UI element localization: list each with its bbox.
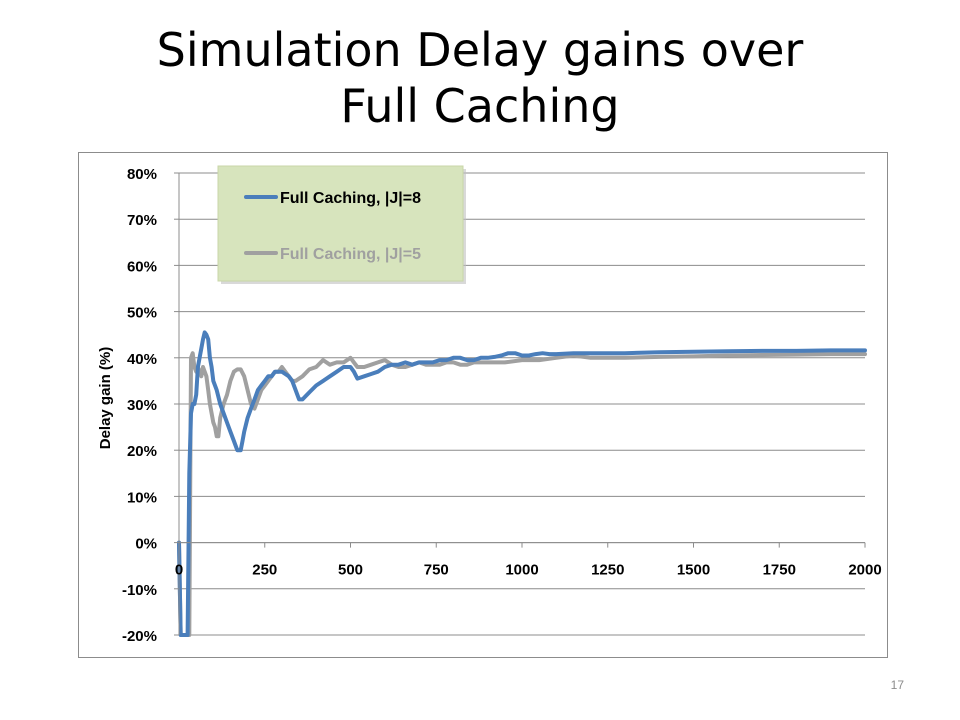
y-tick-label: 50%: [127, 305, 157, 322]
series-layer: [177, 330, 867, 637]
chart-frame: -20% -10% 0% 10% 20% 30% 40% 50% 60% 70% 80% 0 250 50…: [78, 152, 888, 658]
x-tick-label: 1250: [591, 562, 624, 579]
slide-title-line1: Simulation Delay gains over: [156, 23, 804, 77]
series-line: [177, 351, 867, 637]
y-tick-label: -10%: [122, 582, 157, 599]
y-tick-label: 60%: [127, 258, 157, 275]
legend-box: [217, 165, 464, 282]
y-tick-label: 30%: [127, 397, 157, 414]
x-tick-label: 1000: [505, 562, 538, 579]
y-axis-title: Delay gain (%): [97, 347, 114, 450]
legend-label: Full Caching, |J|=8: [280, 190, 421, 207]
y-tick-label: -20%: [122, 628, 157, 645]
legend: Full Caching, |J|=8 Full Caching, |J|=5: [217, 165, 466, 284]
axis-layer: -20% -10% 0% 10% 20% 30% 40% 50% 60% 70% 80% 0 250 50…: [97, 166, 882, 645]
x-tick-label: 0: [175, 562, 183, 579]
x-tick-label: 500: [338, 562, 363, 579]
y-tick-label: 70%: [127, 212, 157, 229]
x-tick-label: 1750: [763, 562, 796, 579]
slide-title-line2: Full Caching: [340, 79, 620, 133]
x-tick-label: 750: [424, 562, 449, 579]
slide-number: 17: [890, 678, 904, 692]
delay-gain-chart: -20% -10% 0% 10% 20% 30% 40% 50% 60% 70% 80% 0 250 50…: [97, 165, 882, 645]
y-tick-label: 0%: [135, 536, 157, 553]
y-tick-label: 40%: [127, 351, 157, 368]
series-line: [177, 330, 867, 637]
y-tick-label: 80%: [127, 166, 157, 183]
x-tick-label: 2000: [848, 562, 881, 579]
slide-title: Simulation Delay gains over Full Caching: [0, 22, 960, 134]
y-tick-label: 10%: [127, 489, 157, 506]
x-tick-label: 250: [252, 562, 277, 579]
y-tick-label: 20%: [127, 443, 157, 460]
legend-label: Full Caching, |J|=5: [280, 246, 421, 263]
x-tick-label: 1500: [677, 562, 710, 579]
